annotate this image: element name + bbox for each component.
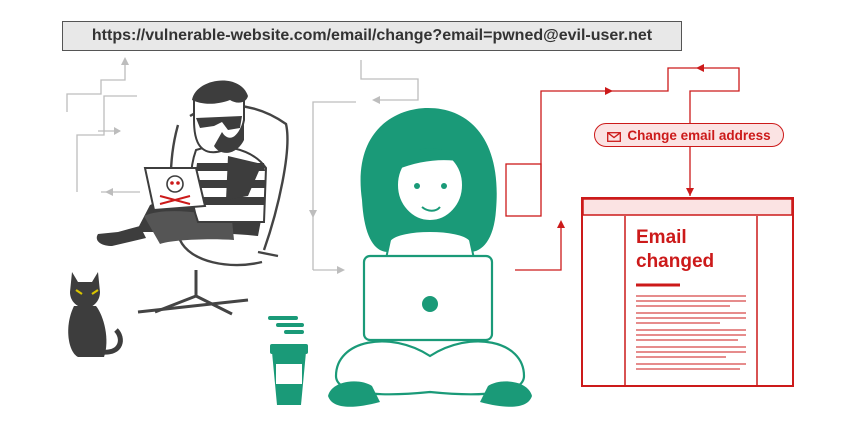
chair-base bbox=[137, 270, 249, 316]
page-title-line2: changed bbox=[636, 251, 715, 272]
red-arrowheads bbox=[557, 64, 704, 228]
url-bar: https://vulnerable-website.com/email/cha… bbox=[62, 21, 682, 51]
attacker-figure bbox=[96, 80, 289, 316]
result-webpage bbox=[581, 197, 794, 387]
change-email-text: Change email address bbox=[627, 127, 771, 143]
red-flow-lines bbox=[505, 67, 740, 271]
victim-laptop bbox=[362, 254, 494, 342]
change-email-label: Change email address bbox=[594, 123, 784, 147]
cat-figure bbox=[68, 272, 123, 357]
sunglasses bbox=[196, 116, 242, 130]
victim-shoes bbox=[328, 381, 532, 407]
victim-legs bbox=[334, 340, 526, 396]
laptop-logo-icon bbox=[422, 296, 438, 312]
page-title: Email changed bbox=[636, 226, 751, 274]
attacker-torso bbox=[189, 145, 268, 223]
coffee-cup bbox=[268, 316, 308, 405]
skull-icon bbox=[159, 175, 191, 205]
attacker-laptop bbox=[143, 167, 207, 212]
page-text-lines bbox=[636, 295, 746, 370]
gray-arrowheads bbox=[105, 57, 380, 274]
page-title-line1: Email bbox=[636, 227, 687, 248]
envelope-icon bbox=[607, 130, 622, 142]
victim-figure bbox=[328, 108, 532, 407]
attacker-head bbox=[192, 80, 248, 154]
